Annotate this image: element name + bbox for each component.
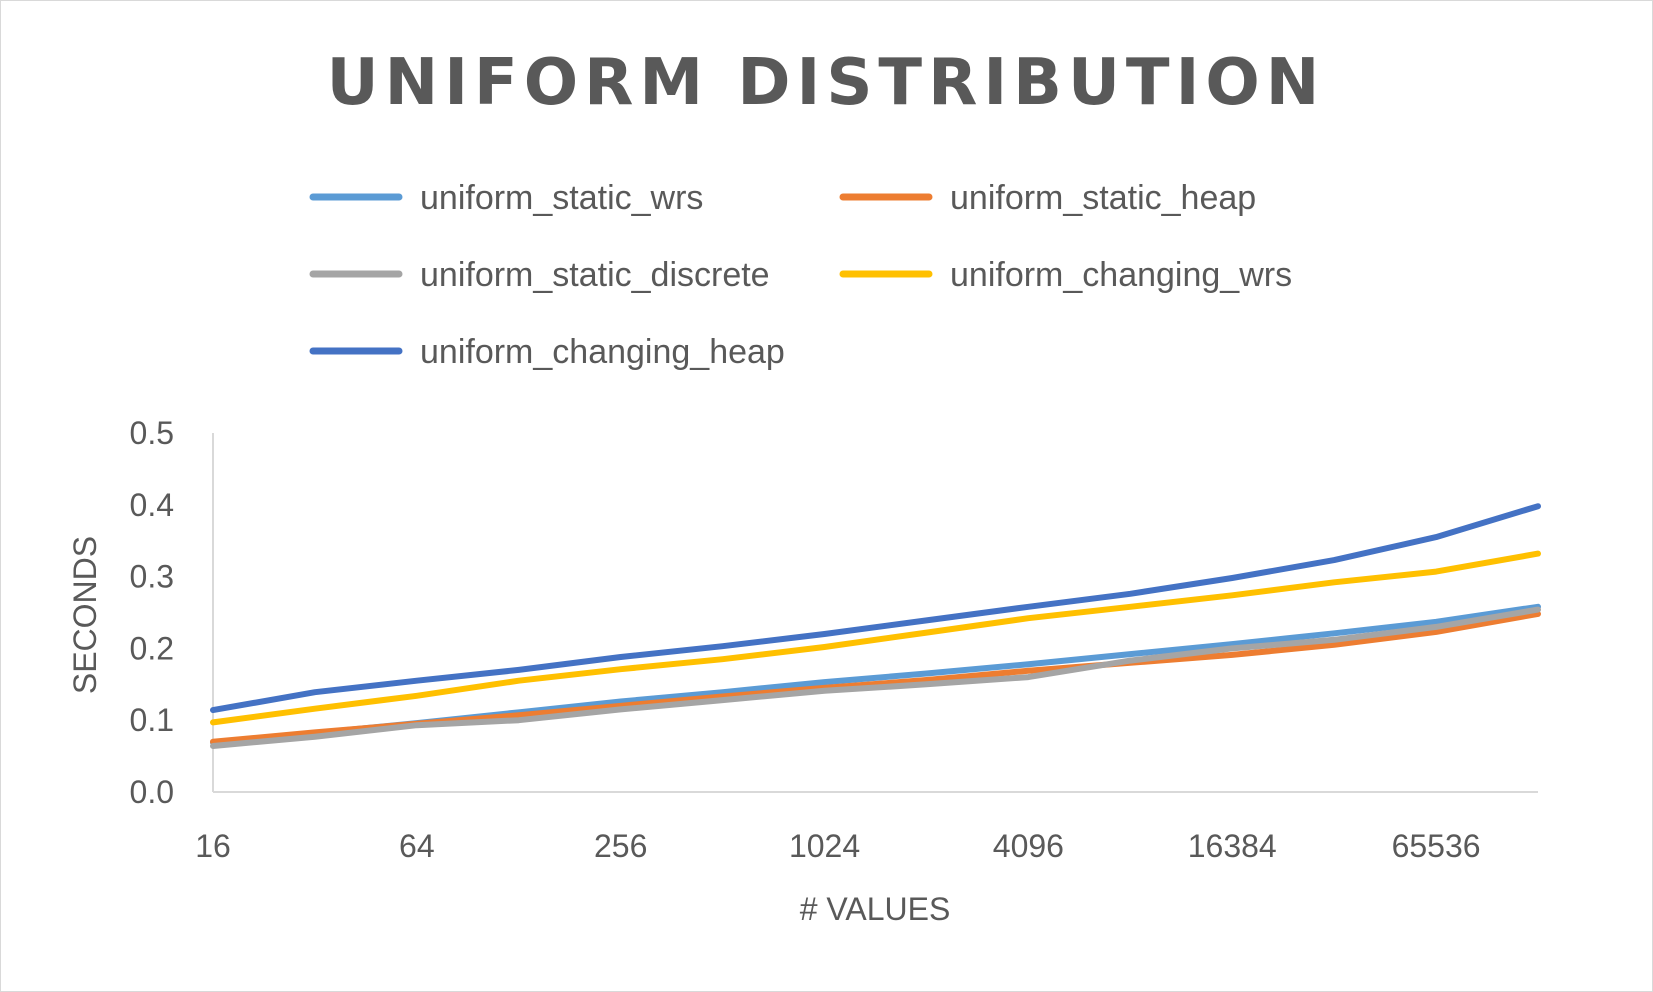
x-tick-label: 16384 [1188, 828, 1277, 864]
x-axis-ticks: 16 64 256 1024 4096 16384 65536 [195, 828, 1480, 864]
legend-item: uniform_changing_heap [309, 333, 785, 371]
x-tick-label: 64 [399, 828, 435, 864]
x-tick-label: 256 [594, 828, 647, 864]
legend-item: uniform_static_discrete [309, 256, 770, 294]
legend-label: uniform_static_wrs [420, 179, 703, 217]
y-tick-label: 0.0 [130, 774, 174, 810]
y-axis-ticks: 0.0 0.1 0.2 0.3 0.4 0.5 [130, 415, 174, 810]
y-axis-title: SECONDS [67, 536, 103, 694]
y-tick-label: 0.5 [130, 415, 174, 451]
series-line-uniform-changing-wrs [210, 550, 1541, 726]
x-axis-title: # VALUES [800, 891, 951, 927]
x-tick-label: 65536 [1392, 828, 1481, 864]
chart-title: UNIFORM DISTRIBUTION [327, 46, 1326, 120]
legend-label: uniform_changing_wrs [950, 256, 1292, 294]
legend-item: uniform_changing_wrs [839, 256, 1292, 294]
y-tick-label: 0.2 [130, 630, 174, 666]
x-tick-label: 4096 [993, 828, 1064, 864]
series-lines [210, 503, 1541, 749]
legend-item: uniform_static_heap [839, 179, 1256, 217]
legend-label: uniform_static_heap [950, 179, 1256, 217]
x-tick-label: 16 [195, 828, 231, 864]
x-tick-label: 1024 [789, 828, 860, 864]
legend-label: uniform_static_discrete [420, 256, 770, 294]
legend: uniform_static_wrs uniform_static_heapuni… [309, 179, 1292, 371]
legend-item: uniform_static_wrs [309, 179, 703, 217]
series-line-uniform-static-discrete [210, 606, 1541, 749]
y-tick-label: 0.3 [130, 559, 174, 595]
series-line-uniform-changing-heap [210, 503, 1541, 714]
y-tick-label: 0.4 [130, 487, 174, 523]
y-tick-label: 0.1 [130, 702, 174, 738]
legend-label: uniform_changing_heap [420, 333, 785, 371]
